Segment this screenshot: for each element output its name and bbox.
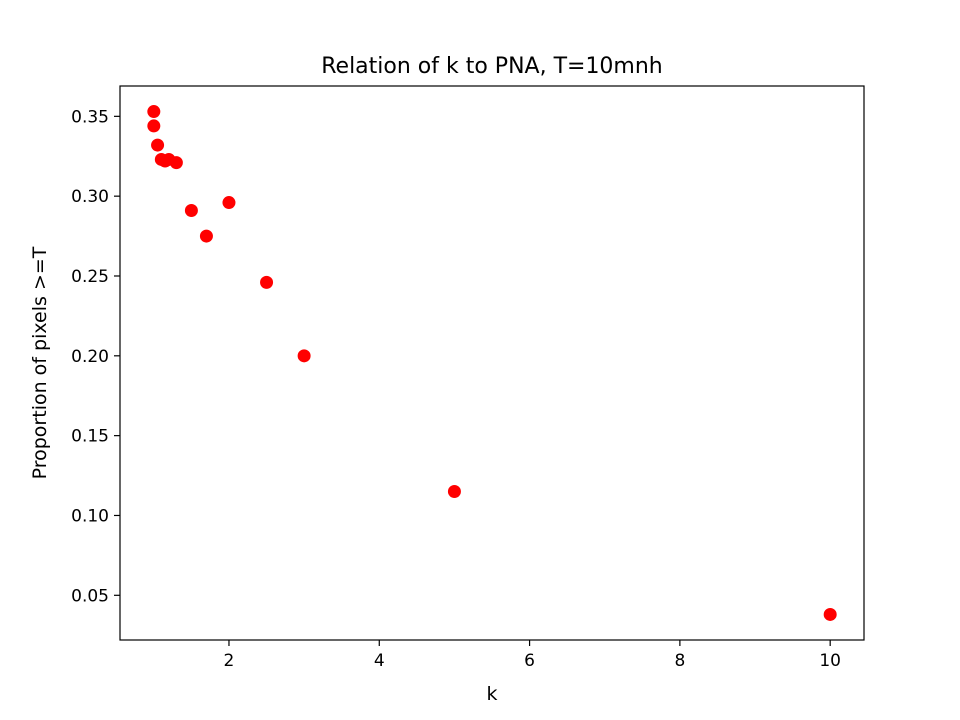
scatter-point — [184, 204, 198, 218]
data-points — [147, 105, 837, 621]
scatter-point — [199, 229, 213, 243]
x-tick-label: 8 — [674, 651, 685, 671]
chart-title: Relation of k to PNA, T=10mnh — [321, 54, 663, 79]
plot-area-frame — [119, 85, 865, 641]
scatter-point — [147, 105, 161, 119]
scatter-point — [823, 607, 837, 621]
scatter-point — [222, 196, 236, 210]
y-tick-label: 0.05 — [71, 586, 109, 606]
scatter-point — [447, 485, 461, 499]
x-tick-label: 10 — [819, 651, 841, 671]
y-tick-label: 0.30 — [71, 187, 109, 207]
x-tick-label: 2 — [224, 651, 235, 671]
y-tick-label: 0.25 — [71, 267, 109, 287]
scatter-point — [147, 119, 161, 133]
x-axis: 2 4 6 8 10 — [224, 640, 841, 671]
y-tick-label: 0.35 — [71, 107, 109, 127]
y-axis-label: Proportion of pixels >=T — [29, 246, 51, 479]
scatter-point — [297, 349, 311, 363]
scatter-point — [151, 138, 165, 152]
x-tick-label: 4 — [374, 651, 385, 671]
scatter-point — [260, 275, 274, 289]
y-tick-label: 0.15 — [71, 427, 109, 447]
y-axis: 0.05 0.10 0.15 0.20 0.25 0.30 0.35 — [71, 107, 120, 606]
y-tick-label: 0.10 — [71, 506, 109, 526]
x-tick-label: 6 — [524, 651, 535, 671]
scatter-point — [169, 156, 183, 170]
y-tick-label: 0.20 — [71, 347, 109, 367]
x-axis-label: k — [486, 683, 497, 705]
